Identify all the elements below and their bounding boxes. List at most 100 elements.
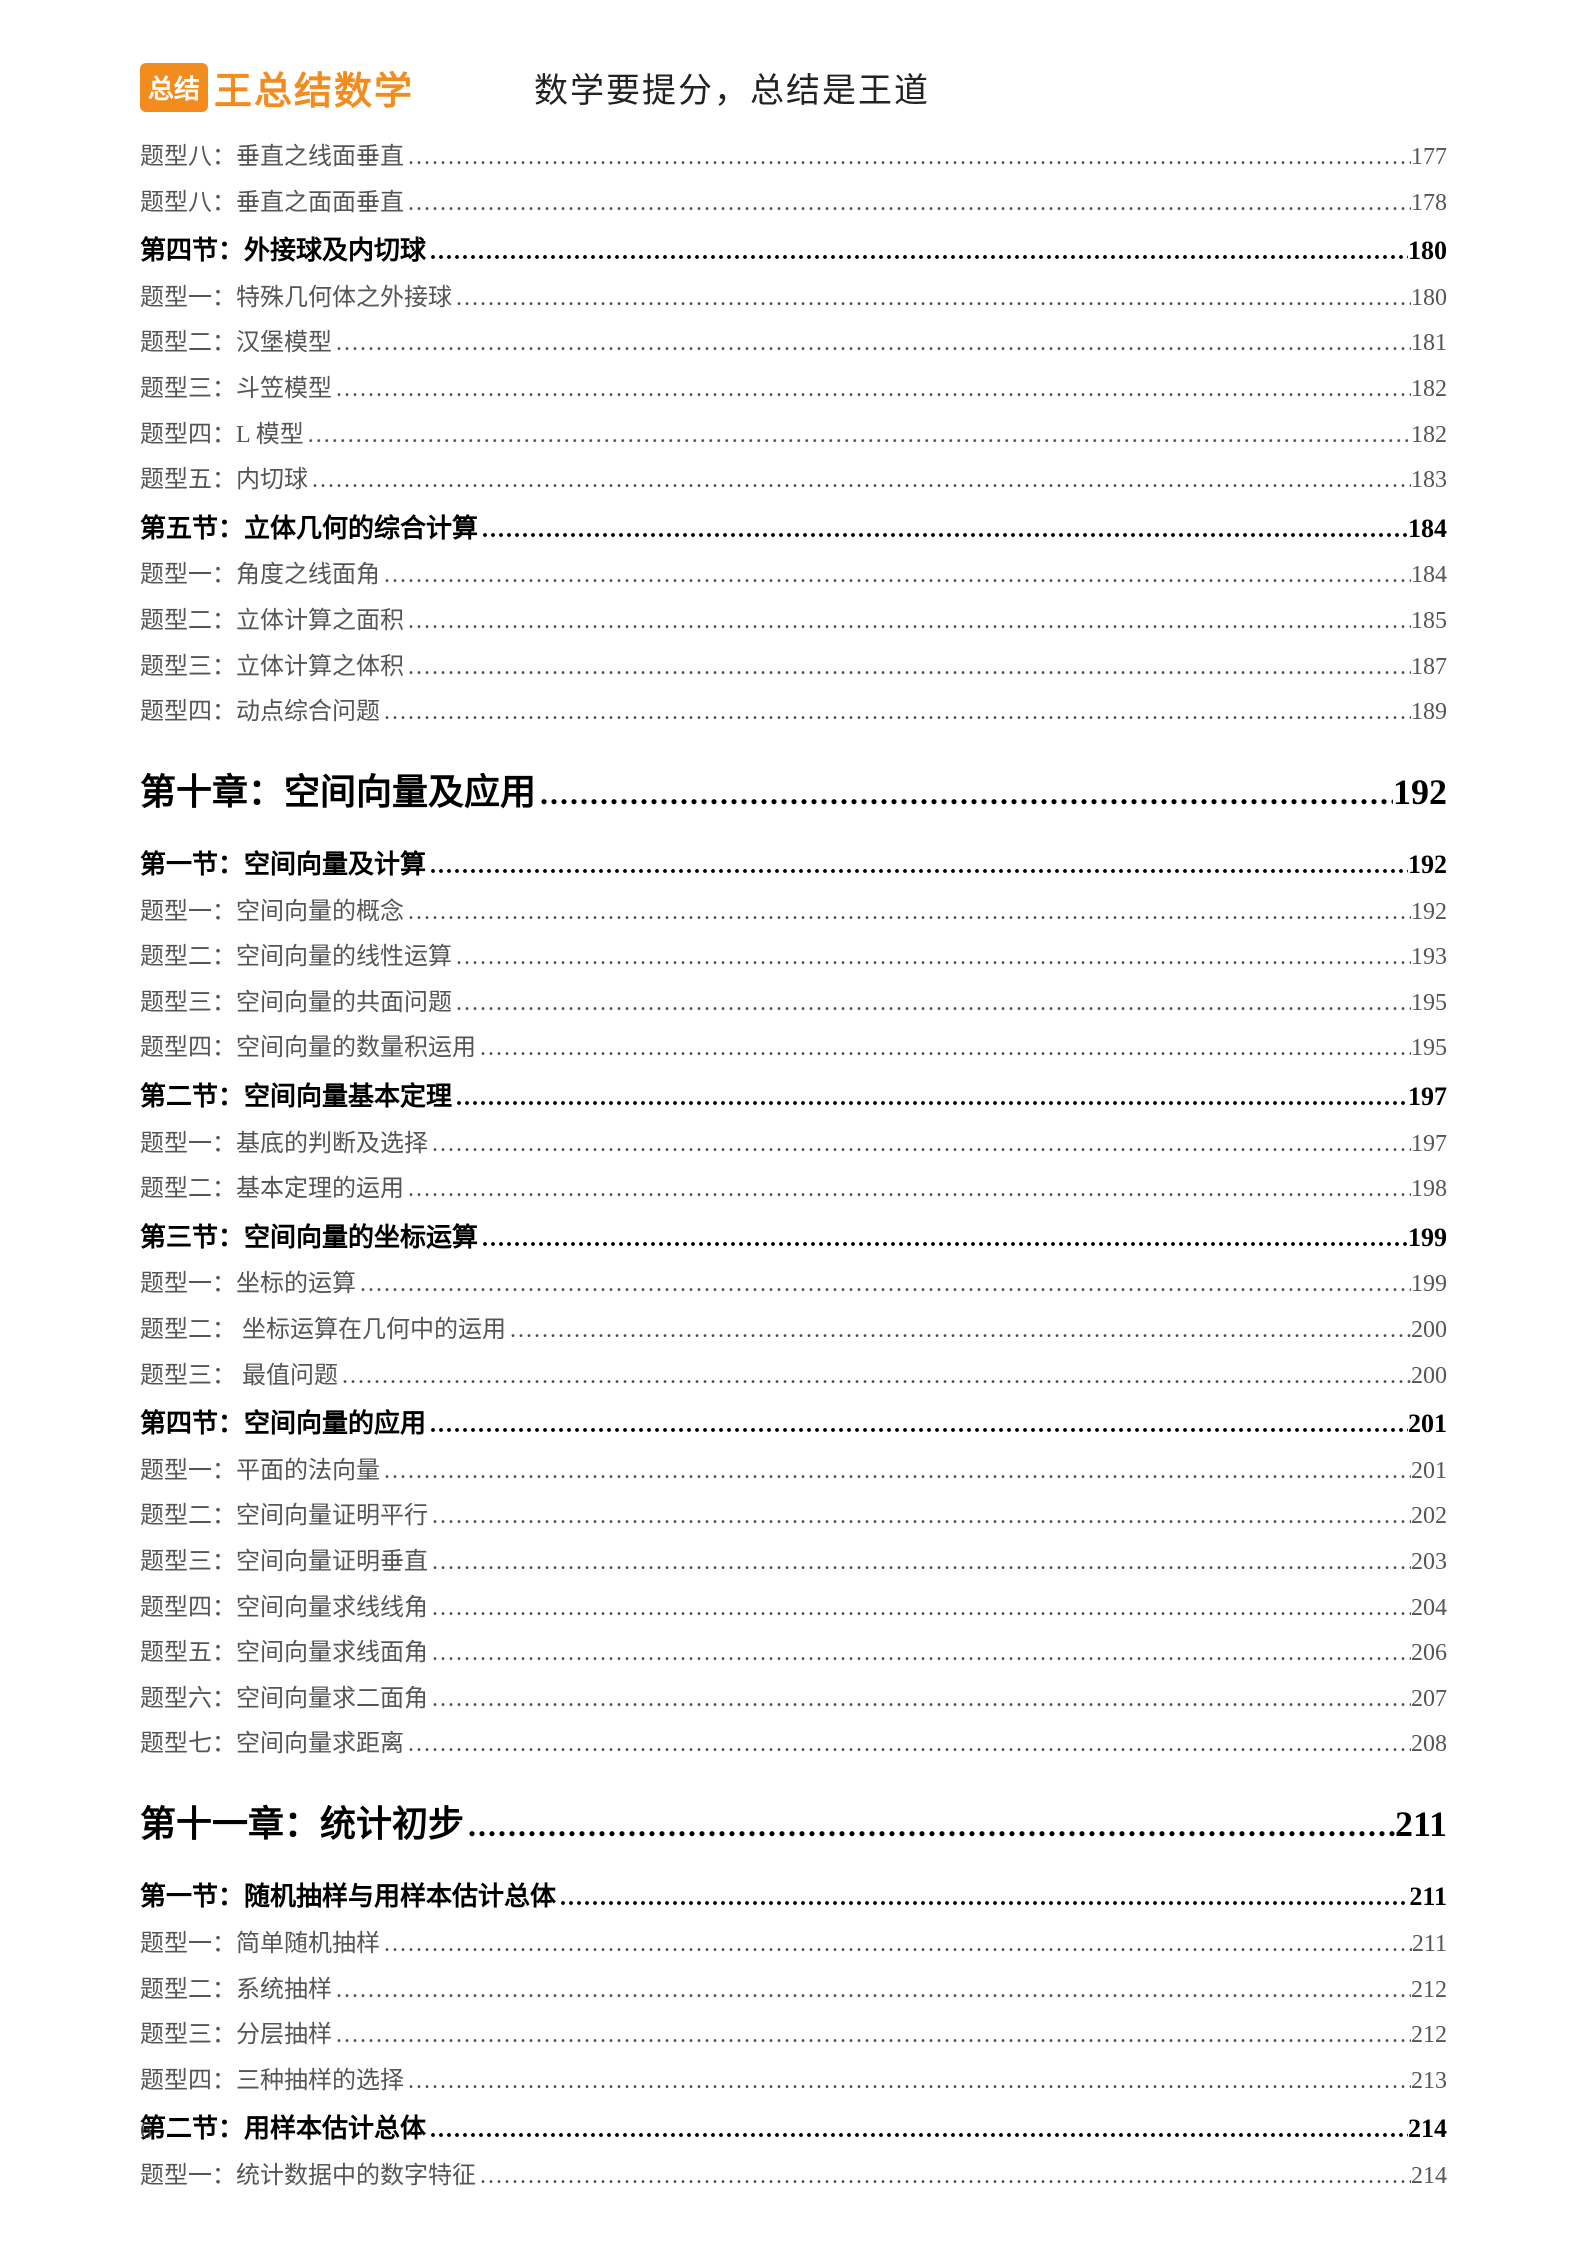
toc-entry-label: 题型七：空间向量求距离 (140, 1722, 404, 1768)
toc-page-number: 197 (1411, 1122, 1447, 1168)
toc-page-number: 200 (1411, 1308, 1447, 1354)
toc-leader-dots (380, 1922, 1412, 1968)
toc-page-number: 180 (1408, 226, 1447, 275)
toc-page-number: 184 (1408, 504, 1447, 553)
toc-entry-label: 第十章：空间向量及应用 (140, 758, 536, 826)
toc-leader-dots (404, 2059, 1411, 2105)
logo-badge: 总结 (140, 63, 208, 112)
toc-leader-dots (338, 1354, 1411, 1400)
toc-page-number: 192 (1411, 890, 1447, 936)
toc-row: 第十一章：统计初步 211 (140, 1790, 1447, 1858)
toc-row: 题型二：汉堡模型181 (140, 321, 1447, 367)
toc-leader-dots (380, 690, 1411, 736)
toc-page-number: 185 (1411, 599, 1447, 645)
toc-row: 题型一：坐标的运算199 (140, 1262, 1447, 1308)
toc-entry-label: 题型三： 最值问题 (140, 1354, 338, 1400)
toc-entry-label: 题型八：垂直之面面垂直 (140, 181, 404, 227)
toc-entry-label: 题型五：空间向量求线面角 (140, 1631, 428, 1677)
toc-row: 题型二：系统抽样 212 (140, 1968, 1447, 2014)
toc-entry-label: 题型四：动点综合问题 (140, 690, 380, 736)
toc-row: 题型一：平面的法向量201 (140, 1449, 1447, 1495)
toc-page-number: 211 (1412, 1922, 1447, 1968)
toc-page-number: 211 (1395, 1790, 1447, 1858)
toc-row: 题型二：基本定理的运用 198 (140, 1167, 1447, 1213)
toc-leader-dots (404, 645, 1411, 691)
toc-row: 题型二：空间向量的线性运算193 (140, 935, 1447, 981)
toc-row: 题型三：分层抽样212 (140, 2013, 1447, 2059)
toc-row: 题型一：特殊几何体之外接球180 (140, 276, 1447, 322)
toc-entry-label: 题型二：空间向量证明平行 (140, 1494, 428, 1540)
toc-leader-dots (476, 1026, 1411, 1072)
toc-leader-dots (428, 1540, 1411, 1586)
toc-row: 题型一：简单随机抽样 211 (140, 1922, 1447, 1968)
toc-leader-dots (452, 1076, 1408, 1122)
toc-row: 题型四：空间向量的数量积运用 195 (140, 1026, 1447, 1072)
toc-row: 第四节：空间向量的应用201 (140, 1399, 1447, 1449)
toc-row: 第四节：外接球及内切球 180 (140, 226, 1447, 276)
toc-leader-dots (536, 763, 1393, 824)
toc-row: 题型八：垂直之线面垂直177 (140, 135, 1447, 181)
toc-leader-dots (428, 1122, 1411, 1168)
toc-entry-label: 题型四：L 模型 (140, 413, 304, 459)
toc-page-number: 203 (1411, 1540, 1447, 1586)
document-page: 总结 王总结数学 数学要提分，总结是王道 题型八：垂直之线面垂直177题型八：垂… (0, 0, 1587, 2260)
toc-page-number: 207 (1411, 1677, 1447, 1723)
toc-entry-label: 题型一：简单随机抽样 (140, 1922, 380, 1968)
toc-entry-label: 第一节：空间向量及计算 (140, 840, 426, 889)
toc-page-number: 192 (1393, 758, 1447, 826)
toc-row: 第一节：随机抽样与用样本估计总体211 (140, 1872, 1447, 1922)
toc-leader-dots (404, 1167, 1411, 1213)
toc-entry-label: 题型二：汉堡模型 (140, 321, 332, 367)
toc-page-number: 213 (1411, 2059, 1447, 2105)
toc-entry-label: 题型二：空间向量的线性运算 (140, 935, 452, 981)
toc-page-number: 189 (1411, 690, 1447, 736)
toc-leader-dots (380, 553, 1411, 599)
toc-entry-label: 题型八：垂直之线面垂直 (140, 135, 404, 181)
toc-entry-label: 题型四：空间向量的数量积运用 (140, 1026, 476, 1072)
toc-entry-label: 第十一章：统计初步 (140, 1790, 464, 1858)
toc-entry-label: 题型二：系统抽样 (140, 1968, 332, 2014)
toc-page-number: 178 (1411, 181, 1447, 227)
toc-row: 题型七：空间向量求距离 208 (140, 1722, 1447, 1768)
toc-page-number: 214 (1408, 2104, 1447, 2153)
toc-entry-label: 题型三：空间向量证明垂直 (140, 1540, 428, 1586)
toc-row: 第十章：空间向量及应用 192 (140, 758, 1447, 826)
toc-entry-label: 题型三：立体计算之体积 (140, 645, 404, 691)
toc-leader-dots (478, 508, 1408, 554)
toc-page-number: 195 (1411, 1026, 1447, 1072)
toc-entry-label: 第三节：空间向量的坐标运算 (140, 1213, 478, 1262)
toc-entry-label: 第四节：外接球及内切球 (140, 226, 426, 275)
toc-row: 题型二：空间向量证明平行202 (140, 1494, 1447, 1540)
toc-entry-label: 题型二： 坐标运算在几何中的运用 (140, 1308, 506, 1354)
toc-entry-label: 第二节：空间向量基本定理 (140, 1072, 452, 1121)
toc-leader-dots (356, 1262, 1411, 1308)
toc-leader-dots (404, 1722, 1411, 1768)
toc-row: 题型二： 坐标运算在几何中的运用 200 (140, 1308, 1447, 1354)
toc-leader-dots (506, 1308, 1411, 1354)
toc-entry-label: 题型三：斗笠模型 (140, 367, 332, 413)
toc-leader-dots (428, 1631, 1411, 1677)
toc-row: 题型六：空间向量求二面角 207 (140, 1677, 1447, 1723)
toc-page-number: 182 (1411, 413, 1447, 459)
toc-entry-label: 第五节：立体几何的综合计算 (140, 504, 478, 553)
toc-entry-label: 第二节：用样本估计总体 (140, 2104, 426, 2153)
toc-page-number: 204 (1411, 1586, 1447, 1632)
toc-leader-dots (452, 981, 1411, 1027)
toc-page-number: 198 (1411, 1167, 1447, 1213)
toc-page-number: 183 (1411, 458, 1447, 504)
toc-leader-dots (332, 2013, 1411, 2059)
toc-row: 题型三：斗笠模型182 (140, 367, 1447, 413)
toc-leader-dots (556, 1876, 1409, 1922)
toc-entry-label: 题型三：空间向量的共面问题 (140, 981, 452, 1027)
toc-entry-label: 题型六：空间向量求二面角 (140, 1677, 428, 1723)
toc-row: 题型五：空间向量求线面角206 (140, 1631, 1447, 1677)
toc-page-number: 199 (1408, 1213, 1447, 1262)
toc-entry-label: 题型一：特殊几何体之外接球 (140, 276, 452, 322)
toc-page-number: 201 (1411, 1449, 1447, 1495)
toc-page-number: 208 (1411, 1722, 1447, 1768)
toc-page-number: 212 (1411, 1968, 1447, 2014)
toc-page-number: 197 (1408, 1072, 1447, 1121)
toc-page-number: 184 (1411, 553, 1447, 599)
toc-entry-label: 题型一：空间向量的概念 (140, 890, 404, 936)
toc-entry-label: 题型二：基本定理的运用 (140, 1167, 404, 1213)
